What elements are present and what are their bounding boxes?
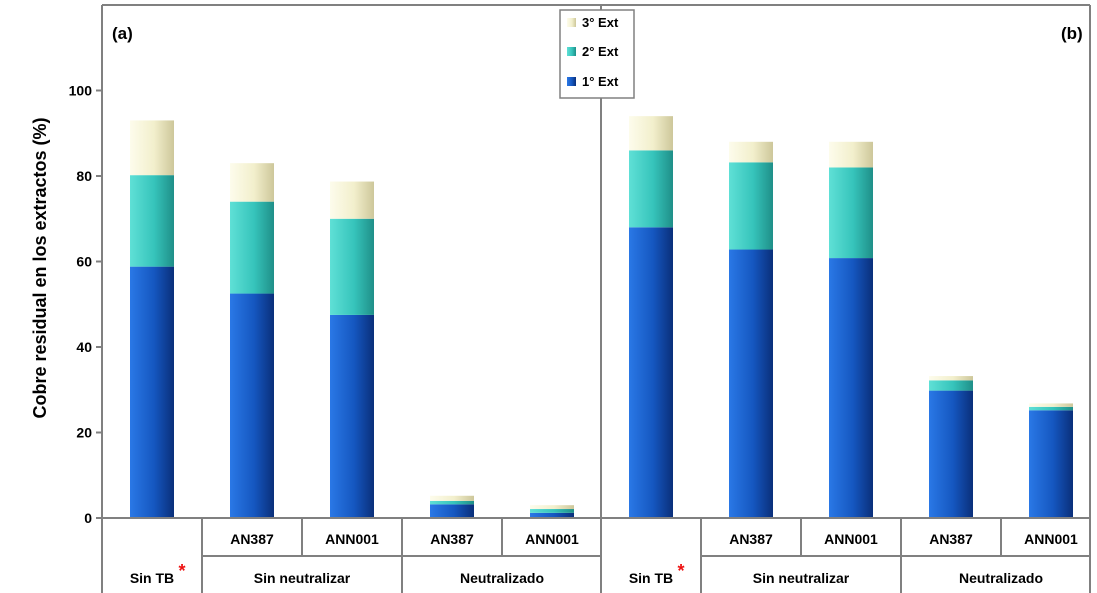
bar-segment-2ext (530, 509, 574, 513)
bar-segment-3ext (729, 141, 773, 163)
asterisk-icon: * (677, 561, 684, 581)
legend: 3° Ext 2° Ext 1° Ext (559, 9, 635, 99)
category-label: AN387 (729, 531, 773, 547)
y-tick-label: 100 (69, 83, 93, 99)
category-label: ANN001 (824, 531, 878, 547)
bar-segment-2ext (729, 162, 773, 250)
bar-segment-1ext (1029, 410, 1073, 518)
bar-segment-1ext (530, 512, 574, 518)
bar-segment-1ext (929, 390, 973, 518)
y-tick-label: 80 (76, 168, 92, 184)
category-label: AN387 (929, 531, 973, 547)
group-label: Sin neutralizar (254, 570, 351, 586)
y-tick-label: 20 (76, 425, 92, 441)
bar-segment-2ext (430, 500, 474, 505)
group-label: Sin neutralizar (753, 570, 850, 586)
bar-segment-3ext (829, 141, 873, 168)
bar-segment-2ext (330, 218, 374, 315)
bar-segment-1ext (230, 293, 274, 518)
bar-segment-2ext (130, 175, 174, 267)
y-tick-label: 60 (76, 254, 92, 270)
asterisk-icon: * (178, 561, 185, 581)
bar-segment-2ext (230, 201, 274, 294)
category-label: ANN001 (325, 531, 379, 547)
bar-segment-2ext (929, 380, 973, 391)
group-label: Sin TB (130, 570, 174, 586)
bar-segment-3ext (530, 505, 574, 510)
panel-label-a: (a) (112, 24, 133, 43)
bar-segment-1ext (629, 227, 673, 519)
category-label: ANN001 (1024, 531, 1078, 547)
bar-segment-3ext (929, 376, 973, 381)
bar-segment-1ext (130, 266, 174, 518)
legend-label-3ext: 3° Ext (582, 15, 619, 30)
group-label: Neutralizado (460, 570, 544, 586)
legend-swatch-1ext (567, 77, 576, 86)
bar-segment-3ext (629, 116, 673, 151)
bar-segment-2ext (1029, 406, 1073, 411)
bar-segment-1ext (729, 249, 773, 518)
legend-swatch-2ext (567, 47, 576, 56)
bar-segment-3ext (330, 181, 374, 219)
bar-segment-3ext (430, 495, 474, 501)
bar-segment-3ext (130, 120, 174, 176)
group-label: Neutralizado (959, 570, 1043, 586)
category-label: ANN001 (525, 531, 579, 547)
bar-segment-1ext (330, 314, 374, 518)
plot-frame (101, 4, 1091, 593)
group-label: Sin TB (629, 570, 673, 586)
bar-segment-1ext (430, 504, 474, 518)
legend-label-1ext: 1° Ext (582, 74, 619, 89)
bars (130, 116, 1073, 519)
y-tick-label: 0 (84, 510, 92, 526)
legend-label-2ext: 2° Ext (582, 44, 619, 59)
bar-segment-2ext (829, 167, 873, 259)
bar-segment-1ext (829, 258, 873, 518)
y-axis-label: Cobre residual en los extractos (%) (30, 117, 50, 418)
category-label: AN387 (230, 531, 274, 547)
bar-segment-3ext (1029, 403, 1073, 407)
legend-swatch-3ext (567, 18, 576, 27)
y-axis-ticks: 0 20 40 60 80 100 (69, 83, 102, 526)
panel-label-b: (b) (1061, 24, 1083, 43)
bar-segment-3ext (230, 163, 274, 202)
category-label: AN387 (430, 531, 474, 547)
bar-segment-2ext (629, 150, 673, 228)
y-tick-label: 40 (76, 339, 92, 355)
